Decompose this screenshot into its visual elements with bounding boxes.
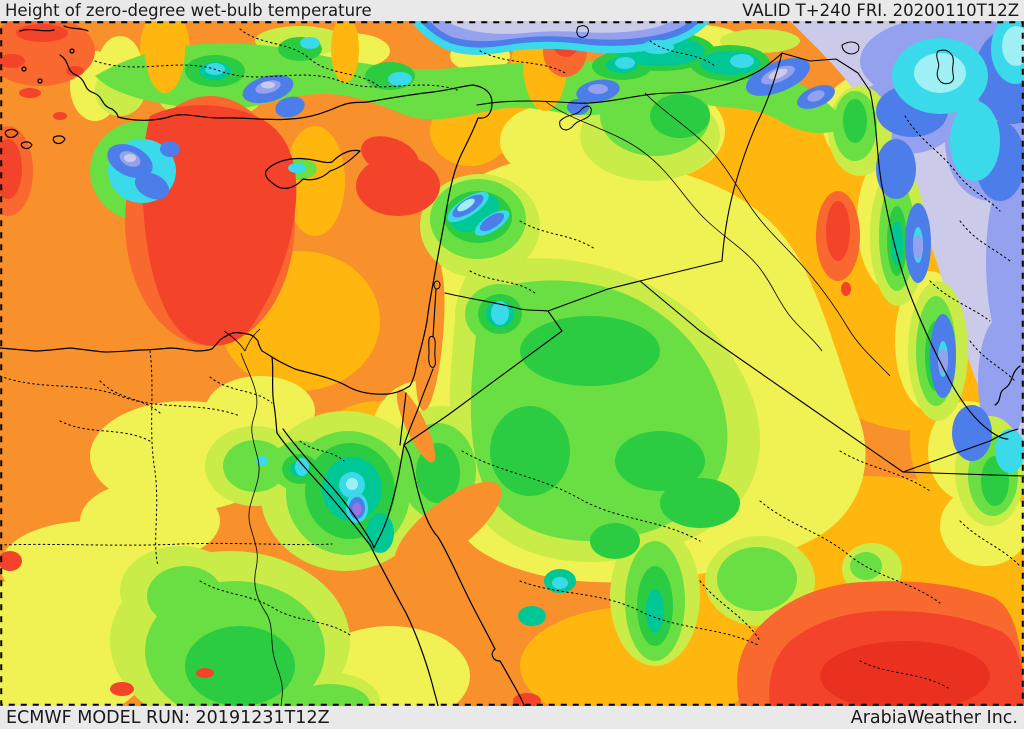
map-area bbox=[0, 21, 1024, 706]
weather-map bbox=[0, 21, 1024, 706]
credit-label: ArabiaWeather Inc. bbox=[850, 707, 1018, 728]
admin-border-layer bbox=[0, 28, 1021, 690]
contour-red-layer bbox=[0, 24, 1024, 706]
header-bar: Height of zero-degree wet-bulb temperatu… bbox=[0, 0, 1024, 21]
valid-time-label: VALID T+240 FRI. 20200110T12Z bbox=[742, 1, 1019, 20]
footer-bar: ECMWF MODEL RUN: 20191231T12Z ArabiaWeat… bbox=[0, 706, 1024, 729]
contour-cold-cores bbox=[119, 65, 948, 516]
lake-layer bbox=[428, 25, 954, 368]
country-border-layer bbox=[399, 52, 1024, 477]
contour-lightcyan-layer bbox=[346, 26, 1024, 490]
model-run-label: ECMWF MODEL RUN: 20191231T12Z bbox=[6, 707, 330, 728]
map-title: Height of zero-degree wet-bulb temperatu… bbox=[5, 1, 372, 20]
river-layer bbox=[223, 92, 891, 706]
contour-cold-band-top bbox=[410, 21, 710, 55]
coastline-layer bbox=[0, 25, 1021, 706]
